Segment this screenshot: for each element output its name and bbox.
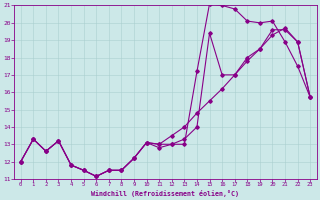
X-axis label: Windchill (Refroidissement éolien,°C): Windchill (Refroidissement éolien,°C)	[92, 190, 239, 197]
